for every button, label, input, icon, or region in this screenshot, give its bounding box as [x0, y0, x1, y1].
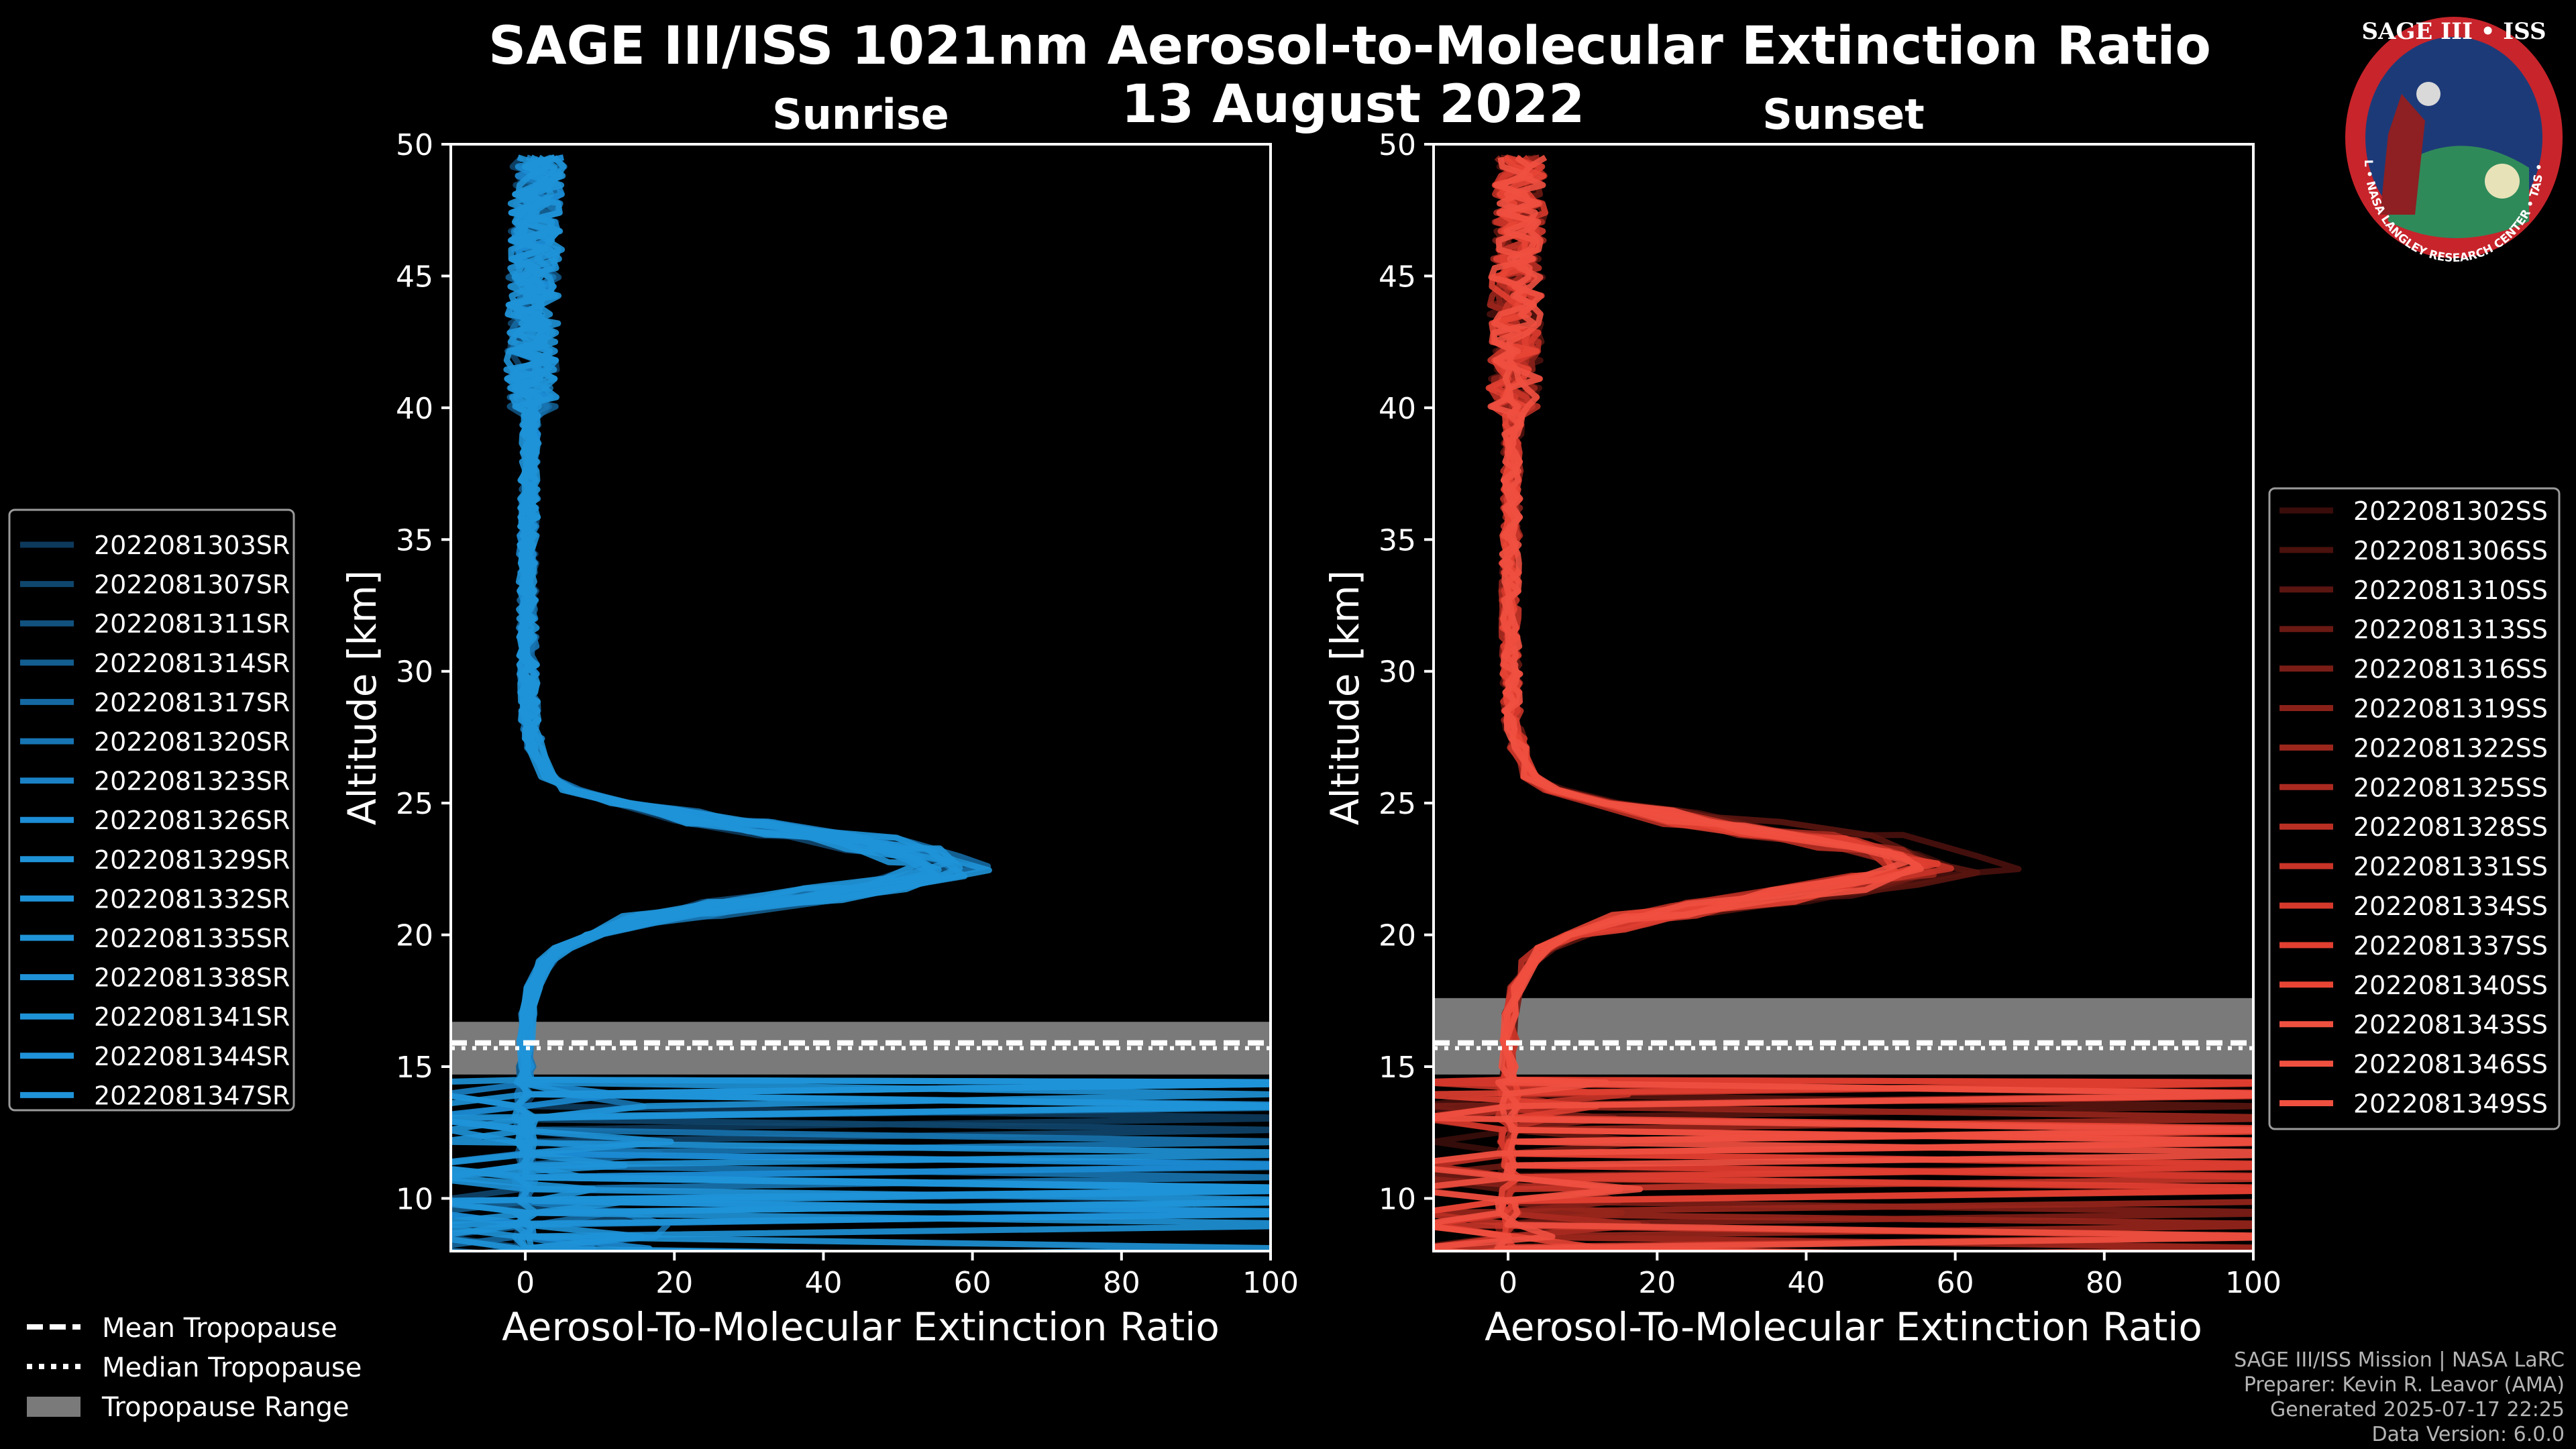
sunset-ytick-label: 50 — [1379, 128, 1416, 162]
sunset-legend-label: 2022081349SS — [2353, 1089, 2548, 1119]
sunset-xtick-label: 40 — [1787, 1266, 1825, 1300]
sunset-xtick-label: 20 — [1638, 1266, 1676, 1300]
sunrise-ytick-label: 40 — [396, 392, 433, 426]
sunrise-legend-label: 2022081303SR — [94, 531, 290, 560]
sunrise-legend-label: 2022081317SR — [94, 688, 290, 717]
sunset-ytick-label: 30 — [1379, 655, 1416, 690]
sunrise-xtick-label: 40 — [804, 1266, 842, 1300]
sunset-ytick-label: 20 — [1379, 919, 1416, 953]
sunset-tropopause-range — [1434, 998, 2253, 1075]
sunset-plot-area — [1434, 154, 2253, 1251]
sunrise-ytick-label: 20 — [396, 919, 433, 953]
tropopause-range-swatch — [27, 1397, 80, 1417]
sunrise-legend-label: 2022081311SR — [94, 609, 290, 639]
sunrise-legend-label: 2022081326SR — [94, 806, 290, 835]
sunset-legend-label: 2022081328SS — [2353, 812, 2548, 842]
sunset-legend-label: 2022081337SS — [2353, 931, 2548, 961]
footer-version: Data Version: 6.0.0 — [2372, 1423, 2565, 1446]
sunset-ytick-label: 10 — [1379, 1182, 1416, 1216]
sunset-legend-label: 2022081343SS — [2353, 1010, 2548, 1040]
main-subtitle-date: 13 August 2022 — [1122, 74, 1585, 135]
sunset-legend-label: 2022081322SS — [2353, 733, 2548, 763]
sunset-legend-label: 2022081313SS — [2353, 615, 2548, 645]
sunrise-xtick-label: 0 — [516, 1266, 535, 1300]
sunset-profile-2022081349SS — [1434, 154, 1922, 1251]
sunrise-ytick-label: 50 — [396, 128, 433, 162]
sunrise-xtick-label: 60 — [954, 1266, 991, 1300]
sunrise-ytick-label: 30 — [396, 655, 433, 690]
sunset-legend-label: 2022081340SS — [2353, 971, 2548, 1000]
sunrise-legend-label: 2022081314SR — [94, 649, 290, 678]
sunrise-legend-label: 2022081332SR — [94, 884, 290, 914]
sunrise-legend-label: 2022081338SR — [94, 963, 290, 993]
sunset-legend-frame — [2268, 487, 2561, 1130]
logo-sun-icon — [2416, 82, 2440, 106]
sunset-ytick-label: 35 — [1379, 523, 1416, 557]
footer-generated: Generated 2025-07-17 22:25 — [2270, 1398, 2565, 1421]
sunset-xtick-label: 60 — [1937, 1266, 1974, 1300]
sunrise-xtick-label: 80 — [1103, 1266, 1140, 1300]
sunset-axes: 10 15 20 25 30 35 40 45 50 0 20 40 60 80 100 — [1379, 128, 2282, 1300]
sunrise-ytick-label: 35 — [396, 523, 433, 557]
footer-credits: SAGE III/ISS Mission | NASA LaRC Prepare… — [2234, 1348, 2565, 1446]
sunset-legend-label: 2022081331SS — [2353, 852, 2548, 881]
logo-moon-icon — [2485, 164, 2520, 199]
sunrise-legend-frame — [8, 508, 295, 1112]
footer-preparer: Preparer: Kevin R. Leavor (AMA) — [2244, 1373, 2565, 1397]
tropopause-legend: Mean Tropopause Median Tropopause Tropop… — [27, 1313, 362, 1423]
sunset-ytick-label: 45 — [1379, 260, 1416, 294]
mean-tropopause-label: Mean Tropopause — [102, 1313, 337, 1344]
sunrise-plot-area — [451, 154, 1271, 1251]
sunrise-legend-label: 2022081323SR — [94, 767, 290, 796]
footer-mission: SAGE III/ISS Mission | NASA LaRC — [2234, 1348, 2565, 1372]
sunrise-ylabel: Altitude [km] — [339, 570, 385, 825]
logo-title-text: SAGE III • ISS — [2361, 18, 2546, 45]
sunrise-legend: 2022081303SR 2022081307SR 2022081311SR 2022… — [8, 508, 295, 1112]
sunrise-legend-label: 2022081347SR — [94, 1081, 290, 1110]
sunrise-legend-label: 2022081307SR — [94, 570, 290, 600]
sunrise-legend-label: 2022081320SR — [94, 727, 290, 757]
sunset-ytick-label: 15 — [1379, 1051, 1416, 1085]
sunrise-axes-frame — [449, 143, 1272, 1252]
sunset-legend-label: 2022081319SS — [2353, 694, 2548, 724]
sunset-legend-label: 2022081306SS — [2353, 536, 2548, 566]
sunrise-legend-label: 2022081329SR — [94, 845, 290, 875]
sunset-xtick-label: 100 — [2225, 1266, 2282, 1300]
sunrise-axes: 10 15 20 25 30 35 40 45 50 0 20 40 60 80 100 — [396, 128, 1299, 1300]
sunrise-legend-label: 2022081335SR — [94, 924, 290, 953]
tropopause-range-label: Tropopause Range — [101, 1392, 350, 1423]
sunrise-legend-label: 2022081341SR — [94, 1002, 290, 1032]
sunrise-xtick-label: 100 — [1242, 1266, 1299, 1300]
sunrise-xtick-label: 20 — [655, 1266, 693, 1300]
sunset-ylabel: Altitude [km] — [1322, 570, 1368, 825]
sunset-xlabel: Aerosol-To-Molecular Extinction Ratio — [1485, 1304, 2202, 1350]
sunset-ytick-label: 40 — [1379, 392, 1416, 426]
sunset-xtick-label: 0 — [1499, 1266, 1517, 1300]
sunrise-legend-label: 2022081344SR — [94, 1042, 290, 1071]
sunrise-ytick-label: 15 — [396, 1051, 433, 1085]
sunset-ytick-label: 25 — [1379, 787, 1416, 821]
sunset-panel-title: Sunset — [1762, 90, 1925, 139]
median-tropopause-label: Median Tropopause — [102, 1352, 362, 1383]
sunrise-xlabel: Aerosol-To-Molecular Extinction Ratio — [502, 1304, 1220, 1350]
logo-figure-icon — [2380, 94, 2425, 215]
sunrise-profile-2022081347SR — [451, 155, 1271, 1251]
sunrise-panel-title: Sunrise — [772, 90, 949, 139]
sunset-legend-label: 2022081325SS — [2353, 773, 2548, 802]
sunrise-ytick-label: 45 — [396, 260, 433, 294]
sunrise-ytick-label: 25 — [396, 787, 433, 821]
sunset-axes-frame — [1432, 143, 2255, 1252]
sunset-xtick-label: 80 — [2086, 1266, 2123, 1300]
sunset-profile-2022081346SS — [1434, 154, 2253, 1251]
main-title: SAGE III/ISS 1021nm Aerosol-to-Molecular… — [488, 16, 2211, 76]
sunset-legend-label: 2022081310SS — [2353, 576, 2548, 605]
sunset-legend: 2022081302SS 2022081306SS 2022081310SS 2022… — [2268, 487, 2561, 1130]
sunset-legend-label: 2022081334SS — [2353, 892, 2548, 921]
sunset-legend-label: 2022081316SS — [2353, 655, 2548, 684]
sunset-legend-label: 2022081346SS — [2353, 1050, 2548, 1079]
sunset-legend-label: 2022081302SS — [2353, 496, 2548, 526]
sunrise-ytick-label: 10 — [396, 1182, 433, 1216]
